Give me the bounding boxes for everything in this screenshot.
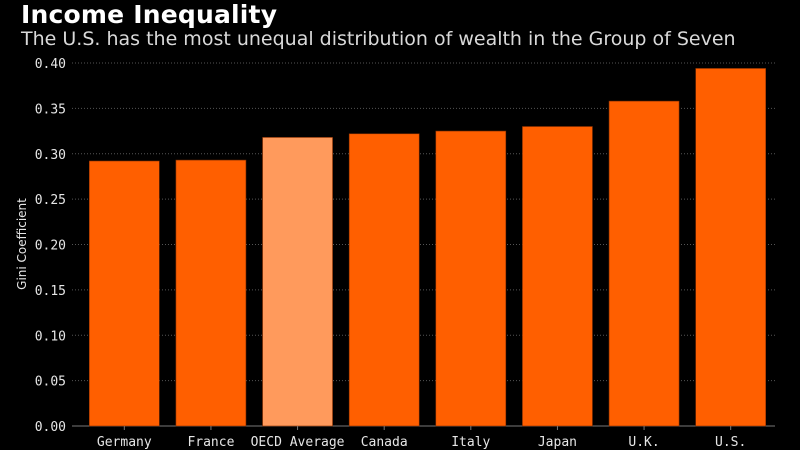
x-tick-label: Germany [97, 435, 152, 450]
x-tick-label: Italy [451, 435, 490, 450]
chart-title: Income Inequality [21, 0, 278, 29]
bar-germany [89, 160, 160, 427]
y-tick-label: 0.40 [35, 57, 66, 72]
y-tick-label: 0.05 [35, 375, 66, 390]
bar-canada [348, 133, 420, 427]
x-tick-label: Japan [538, 435, 577, 450]
bar-italy [435, 130, 507, 427]
y-axis-label: Gini Coefficient [15, 198, 29, 290]
y-tick-label: 0.35 [35, 102, 66, 117]
bar-japan [522, 126, 593, 427]
y-tick-label: 0.20 [35, 239, 66, 254]
bar-oecd-average [262, 137, 333, 427]
x-tick-label: OECD Average [251, 435, 345, 450]
chart-subtitle: The U.S. has the most unequal distributi… [21, 28, 736, 50]
x-tick-label: U.S. [715, 435, 746, 450]
y-tick-label: 0.25 [35, 193, 66, 208]
y-tick-label: 0.15 [35, 284, 66, 299]
y-tick-label: 0.10 [35, 329, 66, 344]
x-tick-label: France [187, 435, 234, 450]
y-tick-label: 0.30 [35, 148, 66, 163]
x-tick-label: U.K. [628, 435, 659, 450]
y-tick-label: 0.00 [35, 420, 66, 435]
bar-u-k [608, 100, 680, 427]
bar-france [175, 159, 247, 427]
x-tick-label: Canada [361, 435, 408, 450]
bar-u-s [695, 68, 766, 427]
